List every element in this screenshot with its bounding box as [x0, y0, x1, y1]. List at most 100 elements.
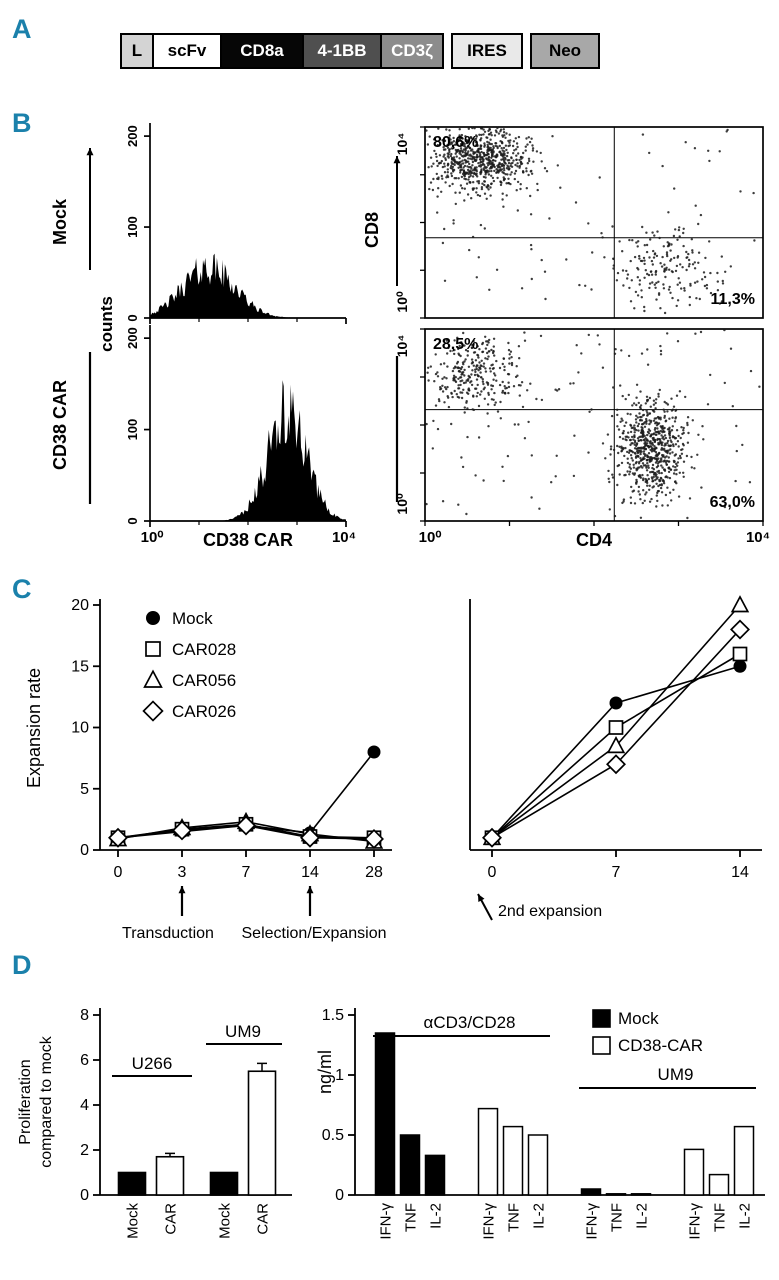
- graphic: [522, 171, 525, 174]
- graphic: [758, 385, 761, 388]
- graphic: [647, 466, 650, 469]
- graphic: [700, 486, 703, 489]
- y-tick-label: 0: [80, 842, 89, 859]
- graphic: [678, 235, 681, 238]
- graphic: [646, 474, 649, 477]
- graphic: [517, 152, 520, 155]
- graphic: [674, 466, 677, 469]
- graphic: [493, 165, 496, 169]
- graphic: [446, 155, 450, 158]
- construct-segment: Neo: [530, 33, 600, 69]
- graphic: [476, 354, 480, 357]
- graphic: [661, 453, 664, 457]
- graphic: [462, 381, 466, 385]
- graphic: [658, 432, 661, 435]
- graphic: [699, 330, 703, 334]
- graphic: [655, 447, 658, 450]
- graphic: [649, 442, 652, 445]
- graphic: [488, 167, 492, 170]
- graphic: [643, 276, 646, 279]
- graphic: [500, 158, 503, 161]
- graphic: [425, 502, 428, 506]
- graphic: [515, 189, 518, 192]
- proliferation-axis-label: compared to mock: [38, 1035, 55, 1168]
- graphic: [510, 165, 514, 168]
- graphic: [572, 382, 575, 385]
- graphic: [650, 259, 654, 263]
- bar-x-label: IFN-γ: [687, 1203, 704, 1240]
- graphic: [470, 358, 474, 361]
- graphic: [498, 166, 502, 169]
- graphic: [507, 341, 510, 345]
- graphic: [515, 158, 518, 161]
- graphic: [480, 187, 484, 191]
- graphic: [434, 404, 438, 407]
- group-label-um9: UM9: [225, 1022, 261, 1041]
- graphic: [659, 349, 663, 353]
- graphic: [535, 150, 539, 153]
- graphic: [644, 447, 648, 451]
- graphic: [662, 287, 666, 290]
- graphic: [630, 457, 633, 460]
- graphic: [462, 148, 466, 151]
- graphic: [470, 171, 474, 175]
- graphic: [731, 405, 734, 408]
- bar-x-label: IFN-γ: [378, 1203, 395, 1240]
- graphic: [465, 139, 469, 143]
- graphic: [494, 159, 497, 163]
- graphic: [481, 182, 484, 185]
- graphic: [457, 177, 460, 180]
- graphic: [503, 177, 506, 181]
- marker-diamond: [300, 827, 320, 848]
- graphic: [663, 459, 666, 463]
- graphic: [631, 459, 634, 462]
- graphic: [646, 411, 649, 414]
- graphic: [663, 311, 667, 315]
- graphic: [697, 433, 700, 436]
- graphic: [649, 457, 652, 460]
- graphic: [487, 173, 491, 176]
- graphic: [459, 184, 463, 187]
- graphic: [598, 343, 601, 346]
- graphic: [472, 181, 475, 184]
- graphic: [654, 407, 657, 410]
- graphic: [483, 386, 486, 389]
- graphic: [659, 262, 662, 265]
- bar-IL-2: [733, 1125, 755, 1196]
- graphic: [648, 412, 651, 415]
- hist-y-tick: 100: [125, 419, 140, 441]
- graphic: [544, 297, 547, 301]
- graphic: [621, 394, 624, 398]
- y-tick-label: 2: [80, 1142, 89, 1159]
- graphic: [457, 166, 460, 169]
- graphic: [518, 158, 521, 162]
- quadrant-percentage: 63,0%: [710, 494, 755, 511]
- graphic: [587, 451, 590, 454]
- graphic: [427, 366, 430, 369]
- graphic: [532, 160, 535, 163]
- graphic: [495, 130, 498, 134]
- graphic: [464, 358, 467, 361]
- y-tick-label: 4: [80, 1097, 89, 1114]
- graphic: [709, 291, 713, 295]
- graphic: [676, 340, 680, 343]
- graphic: [426, 143, 430, 146]
- graphic: [474, 172, 477, 176]
- construct-segment: 4-1BB: [302, 33, 382, 69]
- graphic: [515, 154, 518, 157]
- graphic: [443, 279, 447, 282]
- graphic: [678, 226, 681, 229]
- graphic: [467, 178, 470, 181]
- graphic: [458, 370, 462, 373]
- graphic: [644, 441, 647, 445]
- quadrant-percentage: 11,3%: [711, 291, 755, 308]
- graphic: [645, 231, 648, 234]
- graphic: [691, 249, 694, 252]
- graphic: [661, 164, 664, 168]
- graphic: [668, 432, 671, 435]
- graphic: [434, 372, 438, 376]
- graphic: [626, 461, 630, 465]
- graphic: [681, 266, 684, 269]
- graphic: [495, 155, 498, 159]
- graphic: [645, 417, 648, 421]
